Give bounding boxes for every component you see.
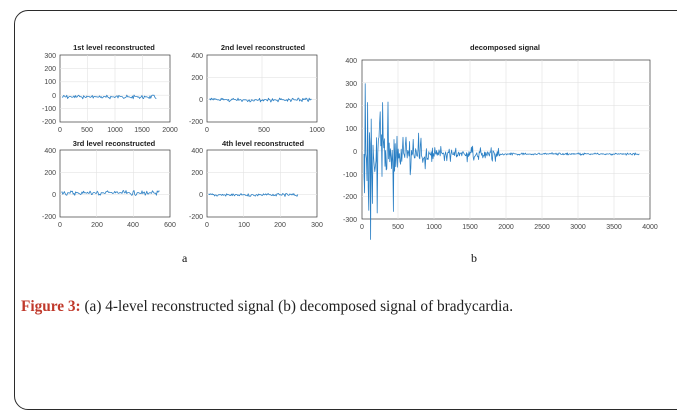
panel-title: 3rd level reconstructed bbox=[73, 139, 156, 148]
x-tick: 2500 bbox=[534, 224, 550, 231]
y-tick: 400 bbox=[191, 148, 203, 155]
y-tick: 0 bbox=[199, 97, 203, 104]
y-tick: 300 bbox=[345, 81, 357, 88]
y-tick: -200 bbox=[189, 119, 203, 126]
x-tick: 4000 bbox=[642, 224, 658, 231]
x-tick: 200 bbox=[274, 222, 286, 229]
x-tick: 1500 bbox=[462, 224, 478, 231]
panel-decomposed: decomposed signal 400 300 200 100 0 -100… bbox=[343, 43, 658, 240]
signal-trace bbox=[61, 190, 160, 196]
x-tick: 500 bbox=[392, 224, 404, 231]
panel-2nd-level: 2nd level reconstructed 400 200 0 -200 0… bbox=[189, 43, 325, 134]
y-tick: 400 bbox=[191, 53, 203, 60]
y-tick: 0 bbox=[353, 149, 357, 156]
x-tick: 100 bbox=[238, 222, 250, 229]
x-tick: 500 bbox=[258, 127, 270, 134]
signal-trace bbox=[61, 94, 157, 100]
x-tick: 1000 bbox=[309, 127, 325, 134]
y-tick: 0 bbox=[52, 93, 56, 100]
y-tick: 0 bbox=[199, 192, 203, 199]
y-tick: 200 bbox=[191, 75, 203, 82]
x-tick: 1000 bbox=[426, 224, 442, 231]
y-tick: -200 bbox=[189, 214, 203, 221]
x-tick: 0 bbox=[360, 224, 364, 231]
y-tick: -200 bbox=[343, 194, 357, 201]
panel-title: 1st level reconstructed bbox=[73, 43, 155, 52]
panel-1st-level: 1st level reconstructed 300 200 100 0 -1… bbox=[42, 43, 178, 134]
x-tick: 0 bbox=[58, 222, 62, 229]
panel-3rd-level: 3rd level reconstructed 400 200 0 -200 0… bbox=[42, 139, 176, 229]
signal-trace bbox=[209, 97, 312, 103]
x-tick: 600 bbox=[164, 222, 176, 229]
y-tick: 200 bbox=[44, 66, 56, 73]
signal-trace bbox=[363, 83, 640, 240]
x-tick: 400 bbox=[127, 222, 139, 229]
x-tick: 3500 bbox=[606, 224, 622, 231]
signal-trace bbox=[208, 193, 299, 197]
x-tick: 2000 bbox=[498, 224, 514, 231]
y-tick: 200 bbox=[44, 170, 56, 177]
panel-4th-level: 4th level reconstructed 400 200 0 -200 0… bbox=[189, 139, 323, 229]
y-tick: 100 bbox=[44, 79, 56, 86]
x-tick: 300 bbox=[311, 222, 323, 229]
panel-title: 2nd level reconstructed bbox=[221, 43, 306, 52]
y-tick: 300 bbox=[44, 53, 56, 60]
y-tick: 200 bbox=[345, 103, 357, 110]
x-tick: 200 bbox=[91, 222, 103, 229]
y-tick: 0 bbox=[52, 192, 56, 199]
x-tick: 0 bbox=[205, 222, 209, 229]
caption-text: (a) 4-level reconstructed signal (b) dec… bbox=[80, 298, 514, 315]
x-tick: 500 bbox=[81, 127, 93, 134]
x-tick: 0 bbox=[58, 127, 62, 134]
y-tick: 400 bbox=[44, 148, 56, 155]
panel-title: decomposed signal bbox=[470, 43, 540, 52]
y-tick: -200 bbox=[42, 214, 56, 221]
y-tick: -300 bbox=[343, 217, 357, 224]
y-tick: 400 bbox=[345, 58, 357, 65]
sublabel-b: b bbox=[471, 251, 477, 265]
y-tick: -100 bbox=[42, 106, 56, 113]
caption-label: Figure 3: bbox=[21, 298, 81, 315]
panel-title: 4th level reconstructed bbox=[222, 139, 305, 148]
y-tick: -200 bbox=[42, 119, 56, 126]
x-tick: 2000 bbox=[162, 127, 178, 134]
x-tick: 1500 bbox=[134, 127, 150, 134]
y-tick: 100 bbox=[345, 126, 357, 133]
y-tick: -100 bbox=[343, 172, 357, 179]
x-tick: 3000 bbox=[570, 224, 586, 231]
sublabel-a: a bbox=[182, 251, 188, 265]
x-tick: 0 bbox=[205, 127, 209, 134]
figure-plots: 1st level reconstructed 300 200 100 0 -1… bbox=[42, 43, 658, 240]
figure-caption: Figure 3: (a) 4-level reconstructed sign… bbox=[21, 294, 661, 319]
y-tick: 200 bbox=[191, 170, 203, 177]
x-tick: 1000 bbox=[107, 127, 123, 134]
